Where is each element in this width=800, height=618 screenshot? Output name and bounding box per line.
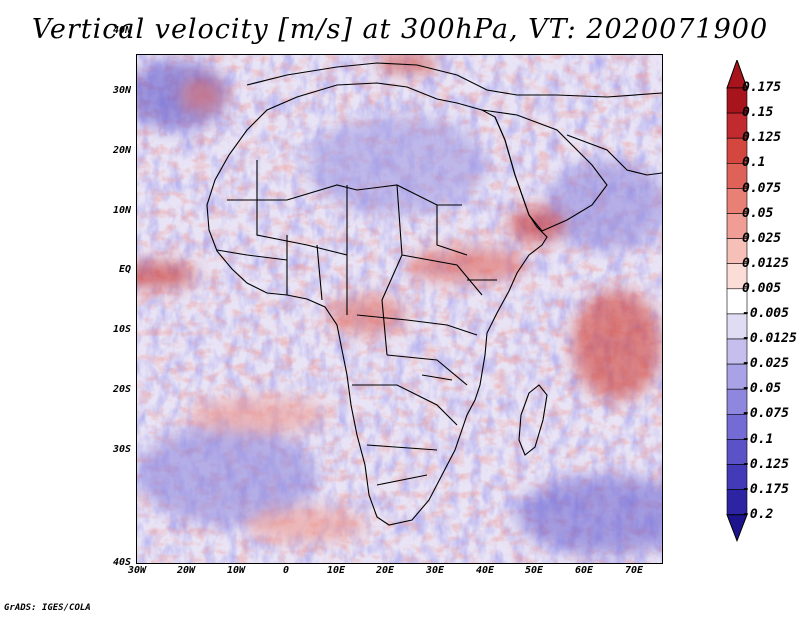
lat-label-40n: 40N [112,25,131,36]
colorbar-label: 0.125 [742,130,782,146]
colorbar-label: -0.175 [742,481,789,497]
colorbar-label: -0.025 [742,356,789,372]
lat-label-20s: 20S [112,384,131,395]
colorbar-label: -0.125 [742,456,789,472]
colorbar-label: 0.005 [742,280,782,296]
colorbar-label: -0.075 [742,406,789,422]
lon-label-20w: 20W [176,565,196,576]
colorbar-label: 0.0125 [742,255,789,271]
lat-label-20n: 20N [112,145,131,156]
lat-label-30s: 30S [112,444,131,455]
colorbar-label: -0.005 [742,306,789,321]
colorbar-label: 0.025 [742,230,782,246]
lon-label-30w: 30W [127,565,147,576]
coastlines [206,62,662,526]
colorbar-label: -0.05 [742,381,782,397]
lat-label-10s: 10S [112,324,131,335]
colorbar-bottom-arrow [726,514,748,543]
map-panel [136,54,663,564]
lat-label-40s: 40S [112,557,131,568]
lon-label-20e: 20E [375,565,395,576]
colorbar-label: -0.2 [742,506,774,522]
chart-title: Vertical velocity [m/s] at 300hPa, VT: 2… [31,14,769,45]
lon-label-70e: 70E [624,565,644,576]
lon-label-40e: 40E [475,565,495,576]
colorbar-label: 0.05 [742,205,774,221]
colorbar-label: -0.0125 [742,331,797,347]
lon-label-30e: 30E [425,565,445,576]
credit-text: GrADS: IGES/COLA [4,603,91,613]
colorbar-label: 0.15 [742,105,774,121]
lon-label-60e: 60E [574,565,594,576]
colorbar [726,60,748,543]
lon-label-10e: 10E [326,565,346,576]
lat-label-30n: 30N [112,85,131,96]
colorbar-label: 0.1 [742,155,766,171]
colorbar-label: -0.1 [742,431,774,447]
colorbar-label: 0.075 [742,180,782,196]
lon-label-10w: 10W [226,565,246,576]
velocity-field [137,55,662,563]
colorbar-label: 0.175 [742,80,782,96]
lat-label-eq: EQ [118,264,131,275]
lon-label-0: 0 [282,565,290,576]
lat-label-10n: 10N [112,205,131,216]
lon-label-50e: 50E [524,565,544,576]
